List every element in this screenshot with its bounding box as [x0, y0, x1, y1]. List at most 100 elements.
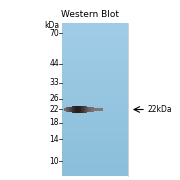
Bar: [91, 107, 93, 112]
Bar: [62, 46, 128, 48]
Text: 33: 33: [49, 78, 59, 87]
Bar: [92, 107, 93, 112]
Bar: [62, 28, 128, 31]
Bar: [62, 168, 128, 171]
Bar: [94, 108, 96, 111]
Bar: [62, 79, 128, 82]
Bar: [101, 108, 102, 111]
Bar: [62, 166, 128, 168]
Bar: [62, 26, 128, 28]
Bar: [62, 94, 128, 97]
Bar: [76, 106, 77, 113]
Bar: [62, 153, 128, 156]
Bar: [62, 51, 128, 54]
Bar: [62, 56, 128, 59]
Bar: [97, 108, 99, 111]
Text: 18: 18: [50, 118, 59, 127]
Bar: [62, 122, 128, 125]
Bar: [62, 64, 128, 66]
Bar: [87, 107, 89, 112]
Bar: [70, 107, 71, 112]
Bar: [94, 107, 95, 111]
Bar: [62, 174, 128, 176]
Bar: [62, 156, 128, 158]
Bar: [62, 110, 128, 112]
Bar: [62, 87, 128, 89]
Bar: [62, 148, 128, 150]
Bar: [68, 107, 69, 112]
Text: 26: 26: [49, 94, 59, 103]
Bar: [82, 106, 83, 113]
Bar: [82, 106, 84, 113]
Bar: [100, 108, 101, 111]
Bar: [62, 161, 128, 163]
Bar: [85, 106, 87, 113]
Bar: [62, 41, 128, 43]
Bar: [62, 115, 128, 117]
Bar: [62, 66, 128, 69]
Bar: [93, 107, 94, 112]
Bar: [69, 107, 71, 112]
Bar: [62, 112, 128, 115]
Bar: [79, 106, 80, 113]
Bar: [64, 108, 65, 111]
Text: 44: 44: [49, 59, 59, 68]
Bar: [80, 106, 81, 113]
Text: 10: 10: [49, 157, 59, 166]
Bar: [91, 107, 92, 112]
Bar: [62, 133, 128, 135]
Bar: [62, 74, 128, 76]
Bar: [62, 71, 128, 74]
Bar: [62, 33, 128, 36]
Bar: [62, 43, 128, 46]
Bar: [62, 158, 128, 161]
Bar: [84, 106, 85, 113]
Bar: [62, 117, 128, 120]
Bar: [66, 107, 67, 112]
Bar: [99, 108, 100, 111]
Bar: [62, 135, 128, 138]
Bar: [62, 59, 128, 61]
Bar: [62, 61, 128, 64]
Bar: [89, 107, 90, 112]
Bar: [85, 106, 86, 113]
Bar: [62, 100, 128, 102]
Bar: [62, 92, 128, 94]
Bar: [83, 106, 84, 113]
Bar: [62, 76, 128, 79]
Bar: [62, 82, 128, 84]
Text: kDa: kDa: [44, 21, 59, 30]
Bar: [62, 128, 128, 130]
Bar: [62, 89, 128, 92]
Bar: [100, 108, 102, 111]
Bar: [62, 36, 128, 38]
Bar: [62, 171, 128, 174]
Bar: [98, 108, 100, 111]
Bar: [78, 106, 79, 113]
Bar: [62, 138, 128, 140]
Bar: [62, 163, 128, 166]
Bar: [75, 106, 77, 113]
Bar: [62, 69, 128, 71]
Bar: [62, 140, 128, 143]
Bar: [62, 143, 128, 145]
Bar: [72, 107, 74, 112]
Bar: [81, 106, 82, 113]
Bar: [87, 107, 88, 112]
Bar: [72, 107, 73, 112]
Bar: [90, 107, 91, 112]
Bar: [73, 106, 74, 113]
Text: 22: 22: [50, 105, 59, 114]
Bar: [62, 23, 128, 176]
Bar: [86, 107, 87, 112]
Bar: [69, 107, 70, 112]
Bar: [67, 107, 68, 112]
Text: Western Blot: Western Blot: [61, 10, 119, 19]
Bar: [62, 38, 128, 41]
Bar: [77, 106, 78, 113]
Text: 22kDa: 22kDa: [148, 105, 173, 114]
Bar: [78, 106, 80, 113]
Bar: [62, 150, 128, 153]
Bar: [62, 54, 128, 56]
Bar: [95, 108, 96, 111]
